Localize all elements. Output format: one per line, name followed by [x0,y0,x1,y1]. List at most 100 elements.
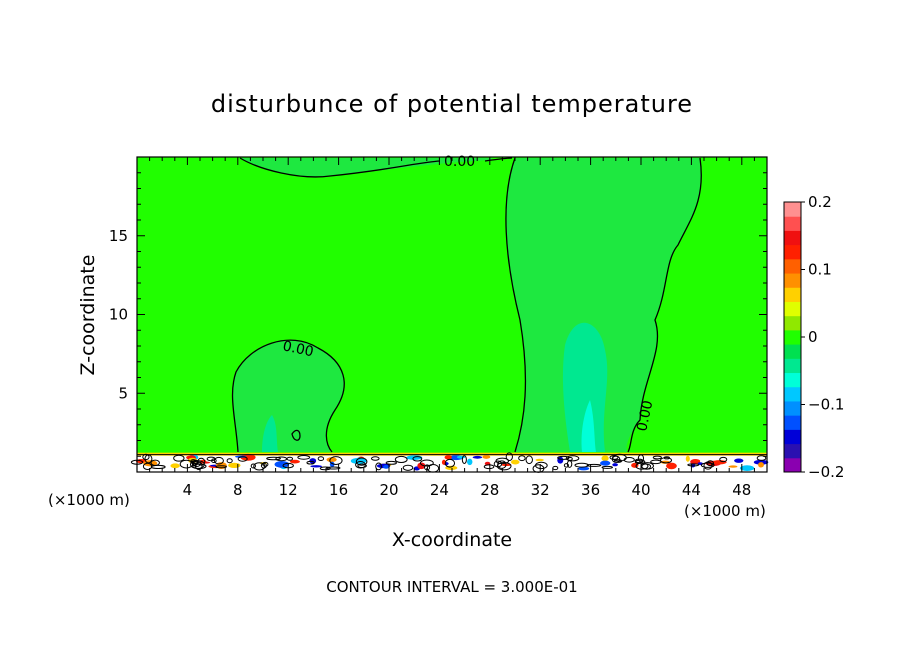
surface-contour [614,459,623,463]
colorbar-segment-5 [784,386,801,402]
surface-contour [375,462,382,471]
colorbar-tick-label-3: −0.1 [808,396,844,414]
surface-blob [739,465,755,471]
surface-contour [326,466,341,470]
surface-contour [505,452,513,462]
surface-contour [419,459,434,467]
x-tick-label-10: 44 [682,481,701,499]
colorbar-segment-18 [784,202,801,217]
surface-contour [329,456,343,466]
surface-blob [467,458,473,466]
surface-contour [756,455,767,461]
surface-contour [497,460,507,469]
surface-contour [402,464,414,471]
surface-contour [634,459,646,464]
surface-contour [213,456,224,465]
anomaly-core-left [262,415,278,452]
surface-contour [703,461,713,470]
surface-contour [286,456,294,461]
surface-blob [666,462,677,470]
surface-blob [535,458,544,462]
colorbar-segment-0 [784,457,801,473]
surface-contour [266,456,281,461]
surface-contour [173,454,185,462]
colorbar-segment-1 [784,443,801,459]
surface-contour [319,466,331,471]
x-tick-label-3: 16 [329,481,348,499]
surface-blob [350,457,367,464]
contour-line-right-outer [505,157,527,453]
surface-contour [262,461,269,467]
surface-contour [206,456,216,462]
surface-contour [574,462,589,468]
x-tick-label-6: 28 [480,481,499,499]
anomaly-region-left [232,340,345,452]
colorbar-segment-15 [784,244,801,260]
contour-label-2: 0.00 [281,338,315,360]
surface-contour [394,455,408,464]
y-axis-label: Z-coordinate [77,255,99,376]
surface-blob [228,462,241,469]
colorbar-segment-14 [784,258,801,274]
surface-contour [518,455,526,462]
x-tick-label-8: 36 [581,481,600,499]
surface-base [137,454,767,472]
surface-contour [496,461,512,471]
surface-contour [586,463,602,467]
contour-line-right-inner [627,157,702,453]
colorbar [783,201,802,473]
surface-blob [510,459,520,465]
colorbar-segment-2 [784,429,801,445]
x-tick-label-2: 12 [279,481,298,499]
x-tick-label-0: 4 [183,481,193,499]
contour-line-top-b [484,157,513,162]
y-ticks: 5 10 15 [109,172,767,457]
surface-contour [483,464,495,470]
surface-blob [685,455,690,462]
surface-contour [706,460,714,467]
surface-contour [563,463,569,468]
colorbar-segment-9 [784,329,801,345]
colorbar-ticks: 0.2 0.1 0 −0.1 −0.2 [801,193,844,481]
colorbar-segment-3 [784,415,801,430]
colorbar-tick-label-0: 0.2 [808,193,832,211]
surface-contour [525,455,533,465]
surface-blob [274,461,290,468]
surface-contour [194,461,203,470]
surface-contour [461,455,467,465]
x-unit-right: (×1000 m) [684,502,766,520]
x-axis-label: X-coordinate [392,529,512,551]
surface-blob [310,465,323,468]
surface-blob [406,455,423,460]
surface-contour [226,458,233,464]
surface-contour [370,456,380,461]
surface-contour [687,463,700,467]
y-tick-label-0: 5 [118,384,128,402]
colorbar-segment-16 [784,230,801,246]
surface-contour [565,455,580,462]
contour-interval-note: CONTOUR INTERVAL = 3.000E-01 [326,578,577,596]
surface-blob [712,460,727,465]
surface-blob [728,465,738,468]
contour-label-3: 0.00 [634,399,656,433]
colorbar-segment-4 [784,400,801,416]
surface-blob [557,456,564,464]
surface-contour [192,463,207,469]
colorbar-tick-label-1: 0.1 [808,261,832,279]
x-tick-label-9: 40 [631,481,650,499]
y-tick-label-1: 10 [109,306,128,324]
x-tick-label-11: 48 [732,481,751,499]
surface-contour [179,459,194,469]
surface-blob [693,459,701,463]
anomaly-region-right [505,158,702,452]
contour-line-top [239,157,441,178]
surface-contour [412,456,423,462]
surface-contour [215,465,228,469]
surface-blob [601,455,609,462]
surface-blob [758,462,764,468]
colorbar-segment-17 [784,216,801,231]
colorbar-segment-11 [784,301,801,317]
surface-blob [417,462,426,470]
colorbar-segment-6 [784,372,801,388]
